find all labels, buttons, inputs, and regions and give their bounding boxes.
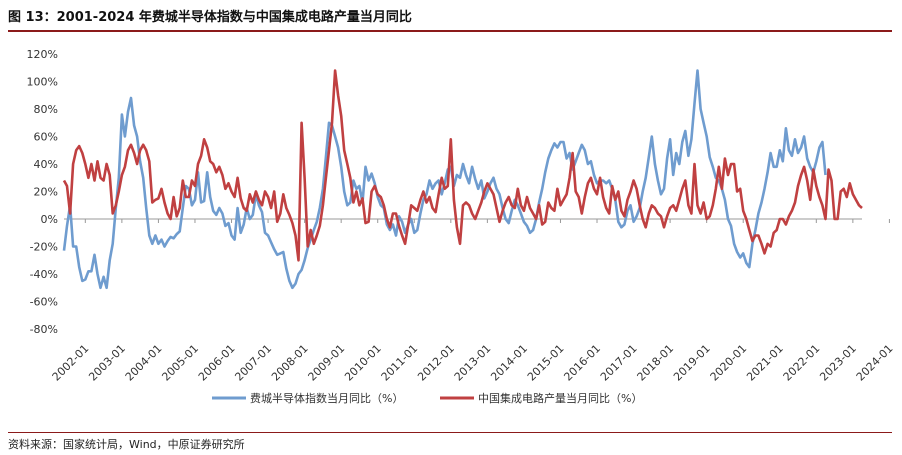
- legend-label: 费城半导体指数当月同比（%）: [250, 391, 403, 405]
- line-chart: -80% -60% -40% -20% 0% 20% 40% 60% 80% 100% 120% 2…: [27, 48, 896, 405]
- x-tick-label: 2004-01: [123, 342, 165, 384]
- x-tick-label: 2014-01: [488, 342, 530, 384]
- x-tick-label: 2009-01: [306, 342, 348, 384]
- x-tick-label: 2013-01: [452, 342, 494, 384]
- y-tick-label: 0%: [41, 213, 58, 226]
- series-lines: [62, 69, 863, 290]
- y-tick-label: -20%: [30, 241, 58, 254]
- x-tick-label: 2005-01: [159, 342, 201, 384]
- x-tick-label: 2019-01: [671, 342, 713, 384]
- x-tick-label: 2008-01: [269, 342, 311, 384]
- x-tick-label: 2023-01: [817, 342, 859, 384]
- footer-rule: [8, 432, 892, 433]
- y-tick-label: 20%: [34, 186, 58, 199]
- x-tick-label: 2007-01: [232, 342, 274, 384]
- y-tick-label: 120%: [27, 48, 58, 61]
- x-tick-label: 2015-01: [525, 342, 567, 384]
- y-tick-label: -80%: [30, 323, 58, 336]
- y-tick-label: -60%: [30, 296, 58, 309]
- source-note: 资料来源：国家统计局，Wind，中原证券研究所: [8, 438, 245, 451]
- x-tick-label: 2012-01: [415, 342, 457, 384]
- x-tick-label: 2010-01: [342, 342, 384, 384]
- y-tick-label: 80%: [34, 103, 58, 116]
- x-tick-label: 2020-01: [708, 342, 750, 384]
- x-tick-label: 2003-01: [86, 342, 128, 384]
- y-tick-label: -40%: [30, 268, 58, 281]
- x-tick-label: 2006-01: [196, 342, 238, 384]
- x-tick-label: 2016-01: [561, 342, 603, 384]
- y-tick-label: 100%: [27, 76, 58, 89]
- x-tick-label: 2021-01: [744, 342, 786, 384]
- figure-title: 图 13：2001-2024 年费城半导体指数与中国集成电路产量当月同比: [8, 10, 412, 25]
- legend-label: 中国集成电路产量当月同比（%）: [478, 391, 642, 405]
- x-tick-label: 2002-01: [50, 342, 92, 384]
- y-tick-label: 40%: [34, 158, 58, 171]
- x-tick-label: 2017-01: [598, 342, 640, 384]
- x-tick-label: 2011-01: [379, 342, 421, 384]
- x-tick-label: 2024-01: [854, 342, 896, 384]
- title-rule: [8, 30, 892, 32]
- y-tick-label: 60%: [34, 131, 58, 144]
- series-line-sox: [62, 69, 827, 290]
- x-tick-label: 2022-01: [781, 342, 823, 384]
- x-tick-label: 2018-01: [635, 342, 677, 384]
- legend: 费城半导体指数当月同比（%） 中国集成电路产量当月同比（%）: [212, 391, 642, 405]
- y-axis-tick-labels: -80% -60% -40% -20% 0% 20% 40% 60% 80% 100% 120%: [27, 48, 58, 336]
- series-line-ic-output: [62, 69, 863, 262]
